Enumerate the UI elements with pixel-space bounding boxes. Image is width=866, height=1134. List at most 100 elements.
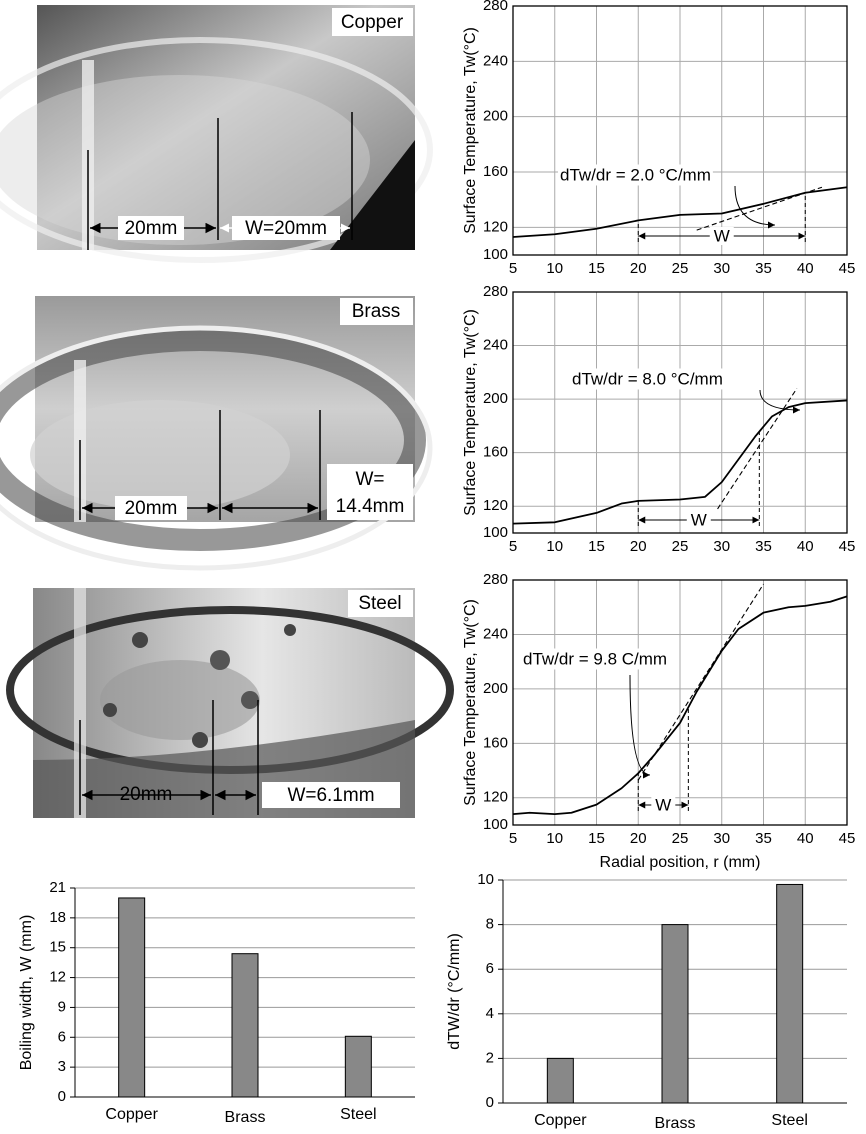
x-tick-label: Steel xyxy=(340,1106,376,1123)
bar xyxy=(344,1035,372,1098)
annotation-leader xyxy=(629,674,651,779)
x-tick-label: Steel xyxy=(771,1112,807,1129)
y-tick-label: 21 xyxy=(49,879,66,896)
photo-steel: 20mm W=6.1mm Steel xyxy=(6,588,454,818)
x-tick-label: Brass xyxy=(225,1109,266,1126)
x-tick-label: 15 xyxy=(588,260,605,277)
x-tick-label: 40 xyxy=(797,538,814,555)
tangent-line xyxy=(637,583,764,781)
x-axis-label: Radial position, r (mm) xyxy=(600,854,761,871)
x-tick-label: 40 xyxy=(797,830,814,847)
y-tick-label: 280 xyxy=(483,283,508,300)
y-tick-label: 0 xyxy=(486,1094,494,1111)
y-tick-label: 4 xyxy=(486,1005,494,1022)
y-axis-label: dTW/dr (°C/mm) xyxy=(446,933,463,1050)
y-tick-label: 120 xyxy=(483,218,508,235)
x-tick-label: 10 xyxy=(546,830,563,847)
y-tick-label: 280 xyxy=(483,0,508,14)
photo-copper: 20mm W=20mm Copper xyxy=(0,5,433,263)
y-tick-label: 6 xyxy=(486,960,494,977)
x-tick-label: 35 xyxy=(755,260,772,277)
y-tick-label: 120 xyxy=(483,789,508,806)
plot-frame xyxy=(512,579,848,826)
x-tick-label: 30 xyxy=(713,260,730,277)
tangent-line xyxy=(696,186,823,231)
x-tick-label: 25 xyxy=(672,260,689,277)
y-axis-label: Surface Temperature, Tw(°C) xyxy=(462,309,479,516)
y-tick-label: 200 xyxy=(483,390,508,407)
annotation-bg xyxy=(558,164,713,186)
photo-dimension: W= xyxy=(355,469,384,490)
bar xyxy=(776,883,804,1104)
slope-annotation: dTw/dr = 8.0 °C/mm xyxy=(572,369,723,388)
x-tick-label: 20 xyxy=(630,260,647,277)
x-tick-label: 20 xyxy=(630,830,647,847)
photo-dimension: W=20mm xyxy=(245,218,327,239)
photo-label: Copper xyxy=(341,12,404,33)
x-tick-label: 5 xyxy=(509,260,517,277)
y-tick-label: 100 xyxy=(483,524,508,541)
bar xyxy=(118,897,146,1098)
x-tick-label: 45 xyxy=(839,538,856,555)
temperature-curve xyxy=(512,399,848,525)
annotation-leader xyxy=(734,185,776,229)
y-tick-label: 15 xyxy=(49,939,66,956)
x-tick-label: 20 xyxy=(630,538,647,555)
w-label: W xyxy=(691,510,707,529)
y-axis-label: Boiling width, W (mm) xyxy=(18,915,35,1071)
bar xyxy=(546,1057,574,1104)
photo-label: Steel xyxy=(358,593,401,614)
photo-dimension: 14.4mm xyxy=(336,496,405,517)
w-label: W xyxy=(714,226,730,245)
x-tick-label: 45 xyxy=(839,260,856,277)
plot-frame xyxy=(512,5,848,256)
x-tick-label: Copper xyxy=(105,1106,158,1123)
y-tick-label: 2 xyxy=(486,1049,494,1066)
y-tick-label: 12 xyxy=(49,969,66,986)
temperature-curve xyxy=(512,595,848,816)
y-tick-label: 9 xyxy=(58,998,66,1015)
x-tick-label: 5 xyxy=(509,538,517,555)
x-tick-label: 10 xyxy=(546,260,563,277)
plot-frame xyxy=(512,291,848,534)
y-tick-label: 200 xyxy=(483,108,508,125)
y-tick-label: 100 xyxy=(483,246,508,263)
x-tick-label: 30 xyxy=(713,830,730,847)
bar xyxy=(231,953,259,1098)
y-tick-label: 160 xyxy=(483,444,508,461)
x-tick-label: 30 xyxy=(713,538,730,555)
y-tick-label: 160 xyxy=(483,163,508,180)
y-tick-label: 0 xyxy=(58,1088,66,1105)
bar xyxy=(661,924,689,1104)
w-label-bg xyxy=(709,227,734,245)
y-tick-label: 120 xyxy=(483,497,508,514)
slope-annotation: dTw/dr = 2.0 °C/mm xyxy=(560,165,711,184)
x-tick-label: 40 xyxy=(797,260,814,277)
photo-dimension: W=6.1mm xyxy=(287,785,374,806)
y-tick-label: 8 xyxy=(486,916,494,933)
x-tick-label: 25 xyxy=(672,538,689,555)
x-tick-label: 15 xyxy=(588,538,605,555)
y-tick-label: 280 xyxy=(483,571,508,588)
x-tick-label: 35 xyxy=(755,830,772,847)
y-axis-label: Surface Temperature, Tw(°C) xyxy=(462,27,479,234)
photo-dimension: 20mm xyxy=(125,218,178,239)
y-tick-label: 10 xyxy=(477,871,494,888)
x-tick-label: 10 xyxy=(546,538,563,555)
x-tick-label: 15 xyxy=(588,830,605,847)
temperature-curve xyxy=(512,186,848,238)
tangent-line xyxy=(717,388,798,510)
photo-dimension: 20mm xyxy=(120,784,173,805)
photo-label: Brass xyxy=(352,301,401,322)
y-tick-label: 240 xyxy=(483,52,508,69)
y-tick-label: 160 xyxy=(483,734,508,751)
x-tick-label: Brass xyxy=(655,1115,696,1129)
x-tick-label: 5 xyxy=(509,830,517,847)
y-tick-label: 6 xyxy=(58,1028,66,1045)
photo-dimension: 20mm xyxy=(125,498,178,519)
y-tick-label: 100 xyxy=(483,816,508,833)
y-axis-label: Surface Temperature, Tw(°C) xyxy=(462,599,479,806)
y-tick-label: 18 xyxy=(49,909,66,926)
